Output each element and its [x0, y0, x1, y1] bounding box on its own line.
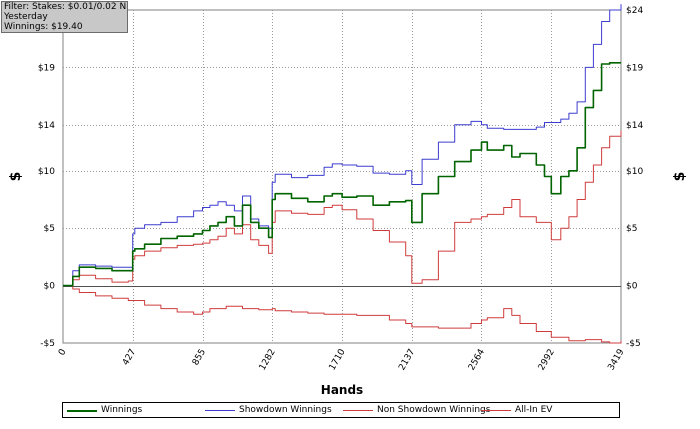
y-tick-label-right: $14 [626, 121, 643, 131]
legend-label-allin-ev: All-In EV [515, 405, 553, 415]
x-tick-label: 1710 [328, 347, 348, 372]
plot-area [62, 9, 622, 344]
legend-swatch-allin-ev [481, 410, 511, 411]
date-range-text: Yesterday [4, 12, 48, 22]
y-tick-label-left: $19 [38, 63, 55, 73]
legend-label-non-showdown: Non Showdown Winnings [377, 405, 491, 415]
chart-legend: Winnings Showdown Winnings Non Showdown … [62, 402, 620, 418]
y-axis-title-right: $ [672, 172, 688, 182]
y-tick-label-left: $10 [38, 167, 55, 177]
y-tick-label-left: $5 [44, 224, 55, 234]
winnings-total-text: Winnings: $19.40 [4, 22, 83, 32]
x-axis-title: Hands [321, 383, 363, 397]
y-tick-label-right: $10 [626, 167, 643, 177]
series-non-showdown-line [63, 285, 622, 344]
y-tick-label-left: $14 [38, 121, 55, 131]
x-tick-label: 0 [57, 347, 69, 357]
legend-swatch-winnings [67, 410, 97, 412]
y-tick-label-right: $19 [626, 63, 643, 73]
y-tick-label-right: $5 [626, 224, 637, 234]
y-tick-label-left: -$5 [40, 339, 55, 349]
legend-swatch-showdown [205, 410, 235, 411]
series-winnings-line [63, 62, 621, 287]
series-showdown-line [63, 4, 622, 287]
x-tick-label: 2137 [397, 348, 417, 373]
x-tick-label: 855 [191, 348, 208, 368]
y-axis-title-left: $ [8, 172, 24, 182]
legend-swatch-non-showdown [343, 410, 373, 411]
x-tick-label: 3419 [606, 347, 626, 372]
legend-label-winnings: Winnings [101, 405, 143, 415]
y-tick-label-right: $24 [626, 6, 643, 16]
series-allin-ev-line [63, 130, 622, 287]
y-tick-label-right: -$5 [626, 339, 641, 349]
y-tick-label-right: $0 [626, 282, 638, 292]
x-tick-label: 1282 [258, 348, 278, 373]
y-tick-label-left: $0 [44, 282, 56, 292]
filter-text: Filter: Stakes: $0.01/0.02 NL [4, 2, 128, 12]
filter-info-box: Filter: Stakes: $0.01/0.02 NL Yesterday … [1, 1, 128, 33]
x-tick-label: 427 [121, 348, 138, 368]
legend-label-showdown: Showdown Winnings [239, 405, 332, 415]
x-tick-label: 2992 [537, 348, 557, 373]
x-tick-label: 2564 [467, 347, 487, 372]
